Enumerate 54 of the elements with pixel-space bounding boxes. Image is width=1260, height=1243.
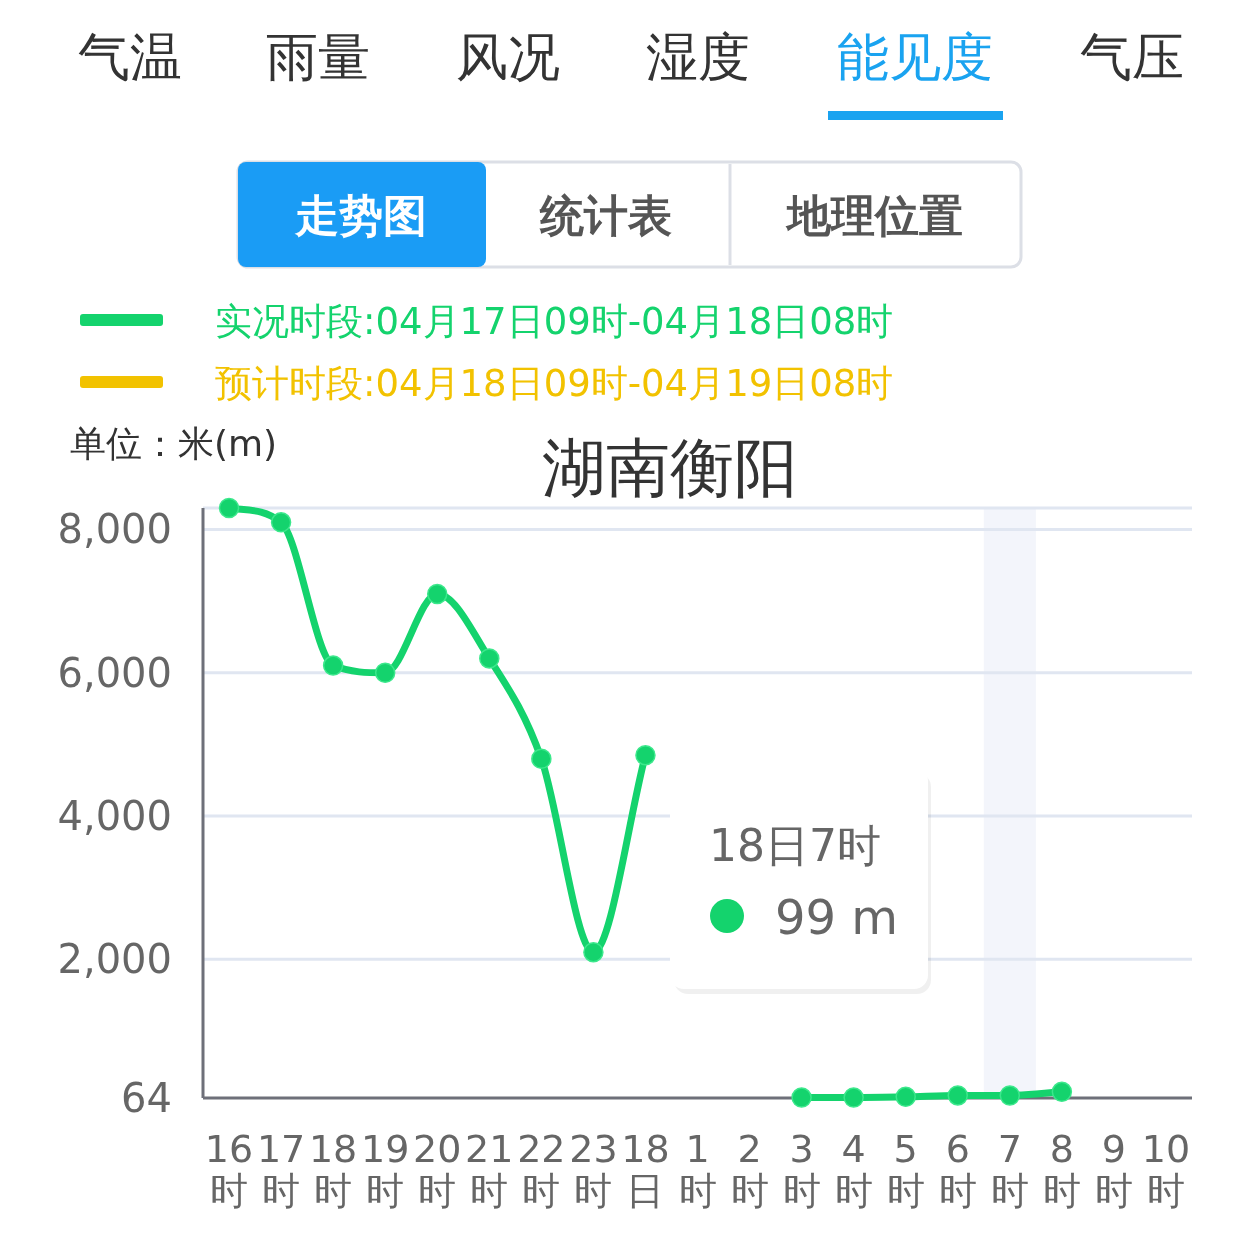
point xyxy=(635,744,656,766)
point xyxy=(218,497,240,519)
x-tick-label: 4时 xyxy=(834,1127,873,1213)
x-tick-label: 5时 xyxy=(886,1127,925,1213)
point xyxy=(531,748,552,769)
chart-title: 湖南衡阳 xyxy=(542,431,798,505)
text: 湿度 xyxy=(646,27,750,87)
y-tick-label: 4,000 xyxy=(57,793,172,840)
point xyxy=(479,648,500,669)
text: 雨量 xyxy=(266,27,370,87)
point xyxy=(583,941,604,963)
text: 统计表 xyxy=(539,190,672,241)
x-tick-label: 3时 xyxy=(782,1127,821,1213)
legend-label: 预计时段:04月18日09时-04月19日08时 xyxy=(215,362,894,405)
annotation: 99 m xyxy=(775,889,899,945)
x-tick-label: 7时 xyxy=(990,1127,1029,1213)
x-tick-label: 6时 xyxy=(938,1127,977,1213)
point xyxy=(843,1087,864,1108)
y-tick-label: 2,000 xyxy=(57,936,172,983)
text: 气温 xyxy=(78,27,182,87)
x-tick-label: 10时 xyxy=(1141,1127,1191,1213)
x-tick-label: 17时 xyxy=(256,1127,306,1213)
point xyxy=(895,1086,916,1108)
x-tick-label: 22时 xyxy=(517,1127,566,1213)
x-tick-label: 19时 xyxy=(361,1127,410,1213)
annotation: 18日7时 xyxy=(709,820,881,871)
point xyxy=(791,1087,812,1108)
text: 气压 xyxy=(1080,27,1184,87)
point xyxy=(947,1085,969,1106)
x-tick-label: 18日 xyxy=(621,1127,670,1213)
point xyxy=(1051,1081,1073,1103)
x-tick-label: 1时 xyxy=(678,1127,717,1213)
x-tick-label: 20时 xyxy=(413,1127,462,1213)
x-tick-label: 8时 xyxy=(1042,1127,1081,1213)
point xyxy=(322,655,344,676)
x-tick-label: 18时 xyxy=(308,1127,358,1213)
text: 能见度 xyxy=(837,27,993,87)
x-tick-label: 23时 xyxy=(569,1127,618,1213)
y-tick-label: 8,000 xyxy=(57,506,172,553)
x-tick-label: 21时 xyxy=(465,1127,514,1213)
point xyxy=(999,1085,1021,1106)
point xyxy=(270,512,292,533)
text: 地理位置 xyxy=(785,190,963,241)
legend-label: 实况时段:04月17日09时-04月18日08时 xyxy=(215,300,894,343)
x-tick-label: 2时 xyxy=(730,1127,769,1213)
text: 风况 xyxy=(456,27,560,87)
text: 走势图 xyxy=(294,190,427,241)
point xyxy=(374,662,396,684)
x-tick-label: 16时 xyxy=(204,1127,254,1213)
point xyxy=(426,583,448,605)
y-tick-label: 64 xyxy=(121,1075,172,1121)
y-tick-label: 6,000 xyxy=(57,649,172,696)
y-axis-title: 单位：米(m) xyxy=(70,423,278,464)
x-tick-label: 9时 xyxy=(1094,1127,1133,1213)
